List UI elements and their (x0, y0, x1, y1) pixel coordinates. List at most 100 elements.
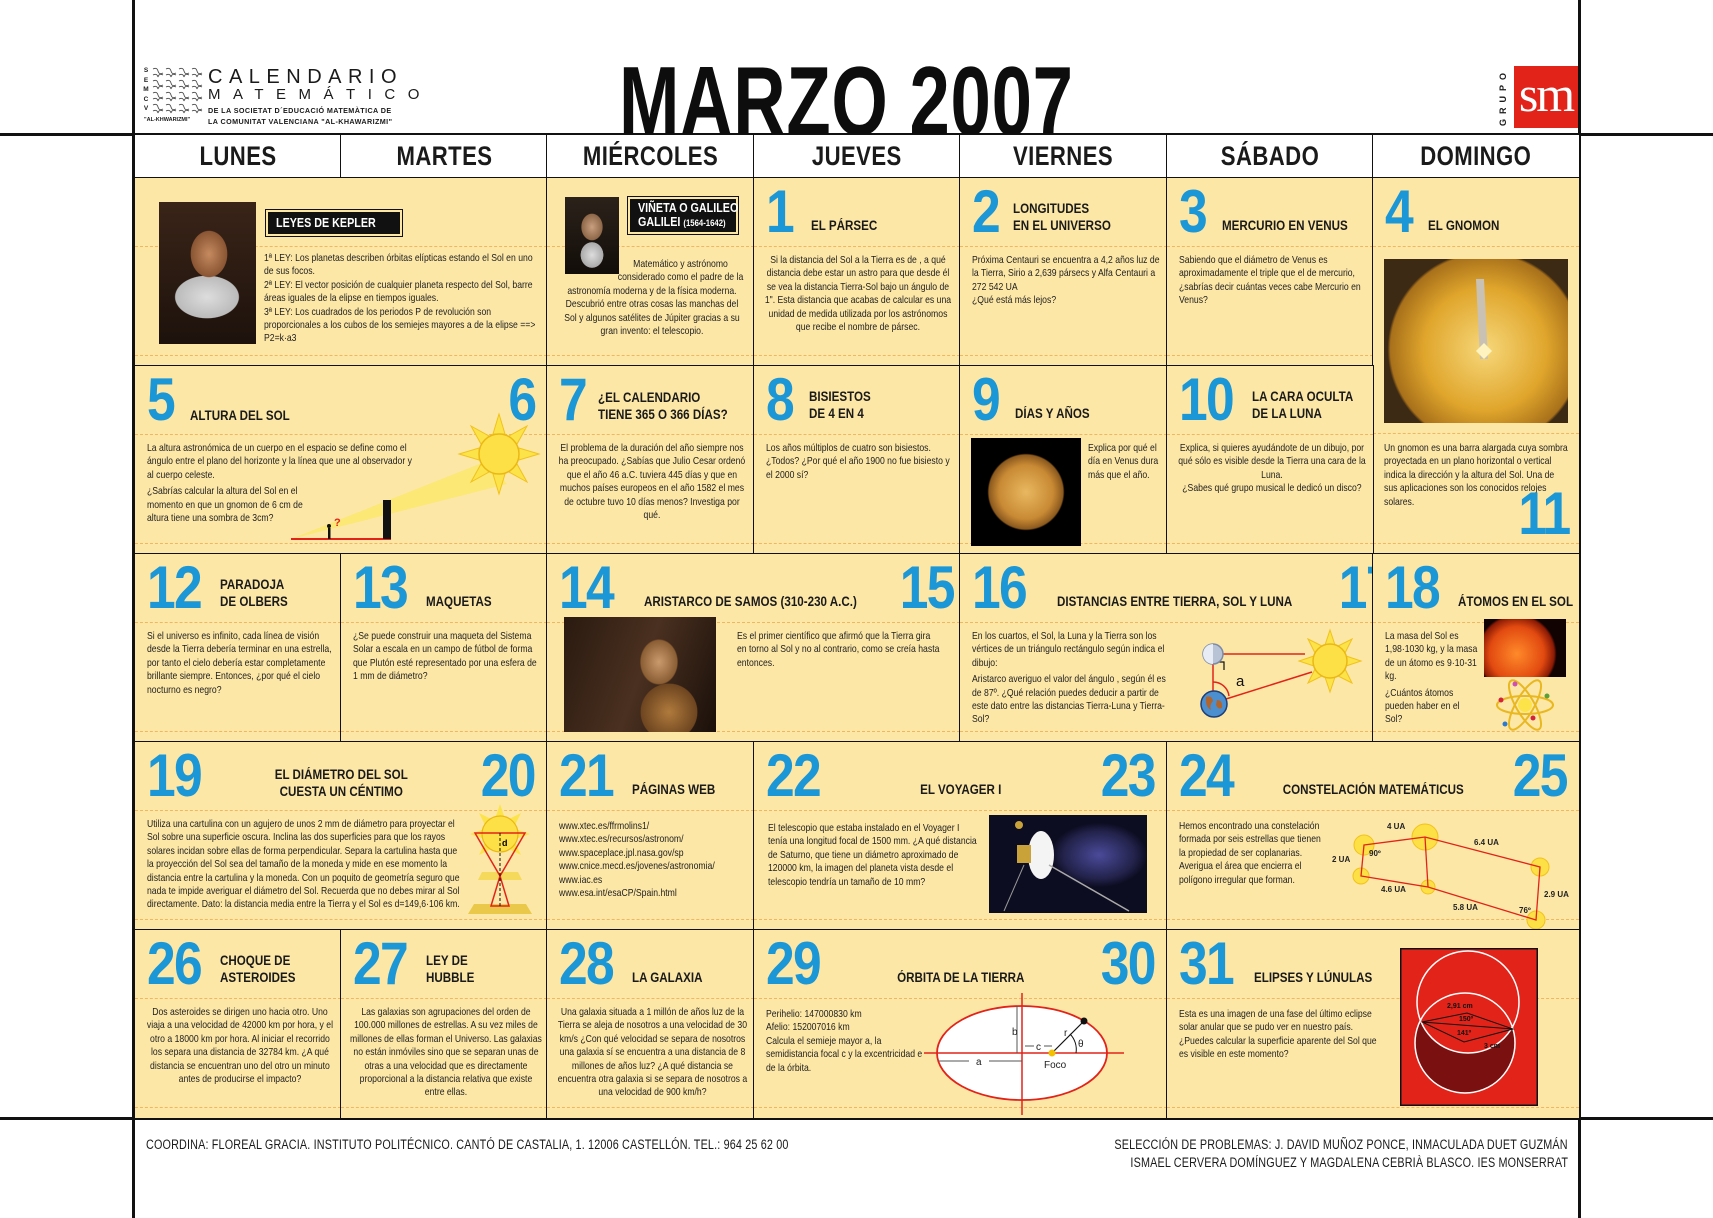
problem-title: ÓRBITA DE LA TIERRA (896, 970, 1025, 985)
problem-title: PÁGINAS WEB (631, 782, 715, 797)
angle-label: 150º (1459, 1016, 1474, 1023)
problem-text: Un gnomon es una barra alargada cuya som… (1384, 443, 1568, 508)
cell-day-12: 12 PARADOJA DE OLBERS Si el universo es in… (134, 553, 342, 743)
galileo-badge: VIÑETA O GALILEO GALILEI (1564-1642) (627, 196, 739, 235)
sun-icon (457, 412, 541, 496)
galileo-portrait (565, 197, 619, 274)
day-number: 22 (766, 742, 822, 810)
cell-day-27: 27 LEY DE HUBBLE Las galaxias son agrupaci… (340, 929, 548, 1119)
edge-label: 2.9 UA (1544, 890, 1569, 899)
cell-day-19-20: 19 EL DIÁMETRO DEL SOL CUESTA UN CÉNTIMO 20… (134, 741, 548, 931)
day-number: 10 (1179, 366, 1235, 434)
problem-title: ALTURA DEL SOL (190, 408, 291, 423)
web-link[interactable]: www.xtec.es/recursos/astronom/ (559, 834, 684, 846)
web-link[interactable]: www.spaceplace.jpl.nasa.gov/sp (559, 847, 684, 859)
sun-photo (1484, 619, 1566, 677)
cell-day-26: 26 CHOQUE DE ASTEROIDES Dos asteroides se … (134, 929, 342, 1119)
publisher-logo-mark: sm (1514, 66, 1578, 128)
problem-title: ÁTOMOS EN EL SOL (1457, 594, 1573, 609)
day-header-sunday: DOMINGO (1372, 134, 1580, 178)
web-link[interactable]: www.iac.es (559, 874, 603, 886)
problem-title: BISIESTOS DE 4 EN 4 (809, 389, 872, 421)
gnomon-bar (383, 500, 391, 539)
problem-title: MERCURIO EN VENUS (1222, 218, 1349, 233)
day-number-secondary: 15 (900, 554, 956, 622)
day-header-tuesday: MARTES (340, 134, 548, 178)
web-link[interactable]: www.esa.int/esaCP/Spain.html (559, 888, 677, 900)
problem-title: MAQUETAS (425, 594, 492, 609)
cell-day-13: 13 MAQUETAS ¿Se puede construir una maque… (340, 553, 548, 743)
problem-text: Dos asteroides se dirigen uno hacia otro… (146, 1007, 333, 1086)
chord-label: 2,91 cm (1447, 1003, 1473, 1010)
problem-title: CHOQUE DE ASTEROIDES (219, 953, 296, 985)
problem-title: DÍAS Y AÑOS (1015, 406, 1091, 421)
sun-icon (1297, 628, 1363, 694)
logo-line-4: LA COMUNITAT VALENCIANA "AL-KHAWARIZMI" (208, 117, 393, 126)
day-number: 28 (559, 930, 615, 998)
kepler-portrait (159, 202, 256, 344)
kepler-badge: LEYES DE KEPLER (265, 209, 403, 237)
problem-text: ¿Se puede construir una maqueta del Sist… (353, 631, 537, 683)
web-link[interactable]: www.cnice.mecd.es/jovenes/astronomia/ (559, 861, 715, 873)
footer-credits-line-1: SELECCIÓN DE PROBLEMAS: J. DAVID MUÑOZ P… (1114, 1137, 1568, 1152)
day-number: 8 (766, 366, 795, 434)
problem-text: Si la distancia del Sol a la Tierra es d… (764, 255, 952, 334)
kepler-law-1: 1ª LEY: Los planetas describen órbitas e… (264, 253, 533, 278)
problem-title: DISTANCIAS ENTRE TIERRA, SOL Y LUNA (1056, 594, 1292, 609)
footer-credits-line-2: ISMAEL CERVERA DOMÍNGUEZ Y MAGDALENA CEB… (1130, 1155, 1568, 1170)
day-number: 18 (1385, 554, 1441, 622)
web-link[interactable]: www.xtec.es/ffrmolins1/ (559, 821, 650, 832)
day-number: 31 (1179, 930, 1235, 998)
problem-text: En los cuartos, el Sol, la Luna y la Tie… (972, 631, 1166, 726)
day-header-saturday: SÁBADO (1166, 134, 1374, 178)
cell-day-18: 18 ÁTOMOS EN EL SOL La masa del Sol es 1,… (1372, 553, 1580, 743)
day-number: 1 (766, 178, 795, 246)
radius-label: r (1064, 1028, 1068, 1039)
voyager-photo (989, 815, 1147, 913)
problem-text: Una galaxia situada a 1 millón de años l… (557, 1007, 748, 1099)
earth-icon (1200, 690, 1228, 718)
day-number: 5 (147, 366, 176, 434)
cell-day-4-11: 4 EL GNOMON Un gnomon es una barra alarga… (1372, 177, 1580, 555)
problem-text: Próxima Centauri se encuentra a 4,2 años… (972, 255, 1160, 307)
cell-day-10: 10 LA CARA OCULTA DE LA LUNA Explica, si q… (1166, 365, 1374, 555)
day-number: 26 (147, 930, 203, 998)
angle-label: 76º (1519, 906, 1531, 915)
day-header-wednesday: MIÉRCOLES (546, 134, 755, 178)
edge-label: 2 UA (1332, 855, 1350, 864)
day-number: 14 (559, 554, 615, 622)
problem-text: Hemos encontrado una constelación formad… (1179, 821, 1321, 886)
footer-coordinator: COORDINA: FLOREAL GRACIA. INSTITUTO POLI… (146, 1137, 789, 1152)
voyager-spacecraft-icon (1003, 821, 1130, 912)
logo-line-2: MATEMÁTICO (208, 86, 432, 103)
problem-title: LEY DE HUBBLE (425, 953, 475, 985)
page-title: MARZO 2007 (619, 46, 1074, 156)
earth-moon-sun-diagram: a (1200, 628, 1363, 718)
problem-title: ELIPSES Y LÚNULAS (1253, 970, 1373, 985)
sundial-icon (1476, 279, 1492, 359)
day-number-secondary: 6 (508, 366, 537, 434)
problem-title: EL VOYAGER I (919, 782, 1002, 797)
day-header-friday: VIERNES (959, 134, 1168, 178)
day-number: 24 (1179, 742, 1235, 810)
day-number-secondary: 25 (1513, 742, 1569, 810)
publisher-logo: GRUPO sm (1497, 66, 1579, 132)
problem-text: El telescopio que estaba instalado en el… (768, 823, 977, 888)
web-links: www.xtec.es/ffrmolins1/ www.xtec.es/recu… (559, 820, 754, 900)
sun-icon (470, 804, 530, 855)
diagram-label: d (502, 838, 508, 848)
cell-day-29-30: 29 ÓRBITA DE LA TIERRA 30 Perihelio: 14700… (753, 929, 1168, 1119)
venus-photo (971, 438, 1081, 546)
problem-text: Las galaxias son agrupaciones del orden … (350, 1007, 542, 1099)
day-number: 3 (1179, 178, 1208, 246)
kepler-law-3: 3ª LEY: Los cuadrados de los periodos P … (264, 306, 536, 345)
cell-day-9: 9 DÍAS Y AÑOS Explica por qué el día en V… (959, 365, 1168, 555)
problem-title: PARADOJA DE OLBERS (219, 577, 288, 609)
cell-day-14-15: 14 ARISTARCO DE SAMOS (310-230 A.C.) 15 Es… (546, 553, 961, 743)
focus-point (1048, 1049, 1056, 1057)
focal-distance-label: c (1036, 1042, 1041, 1053)
day-number-secondary: 20 (481, 742, 537, 810)
cell-day-21: 21 PÁGINAS WEB www.xtec.es/ffrmolins1/ ww… (546, 741, 755, 931)
